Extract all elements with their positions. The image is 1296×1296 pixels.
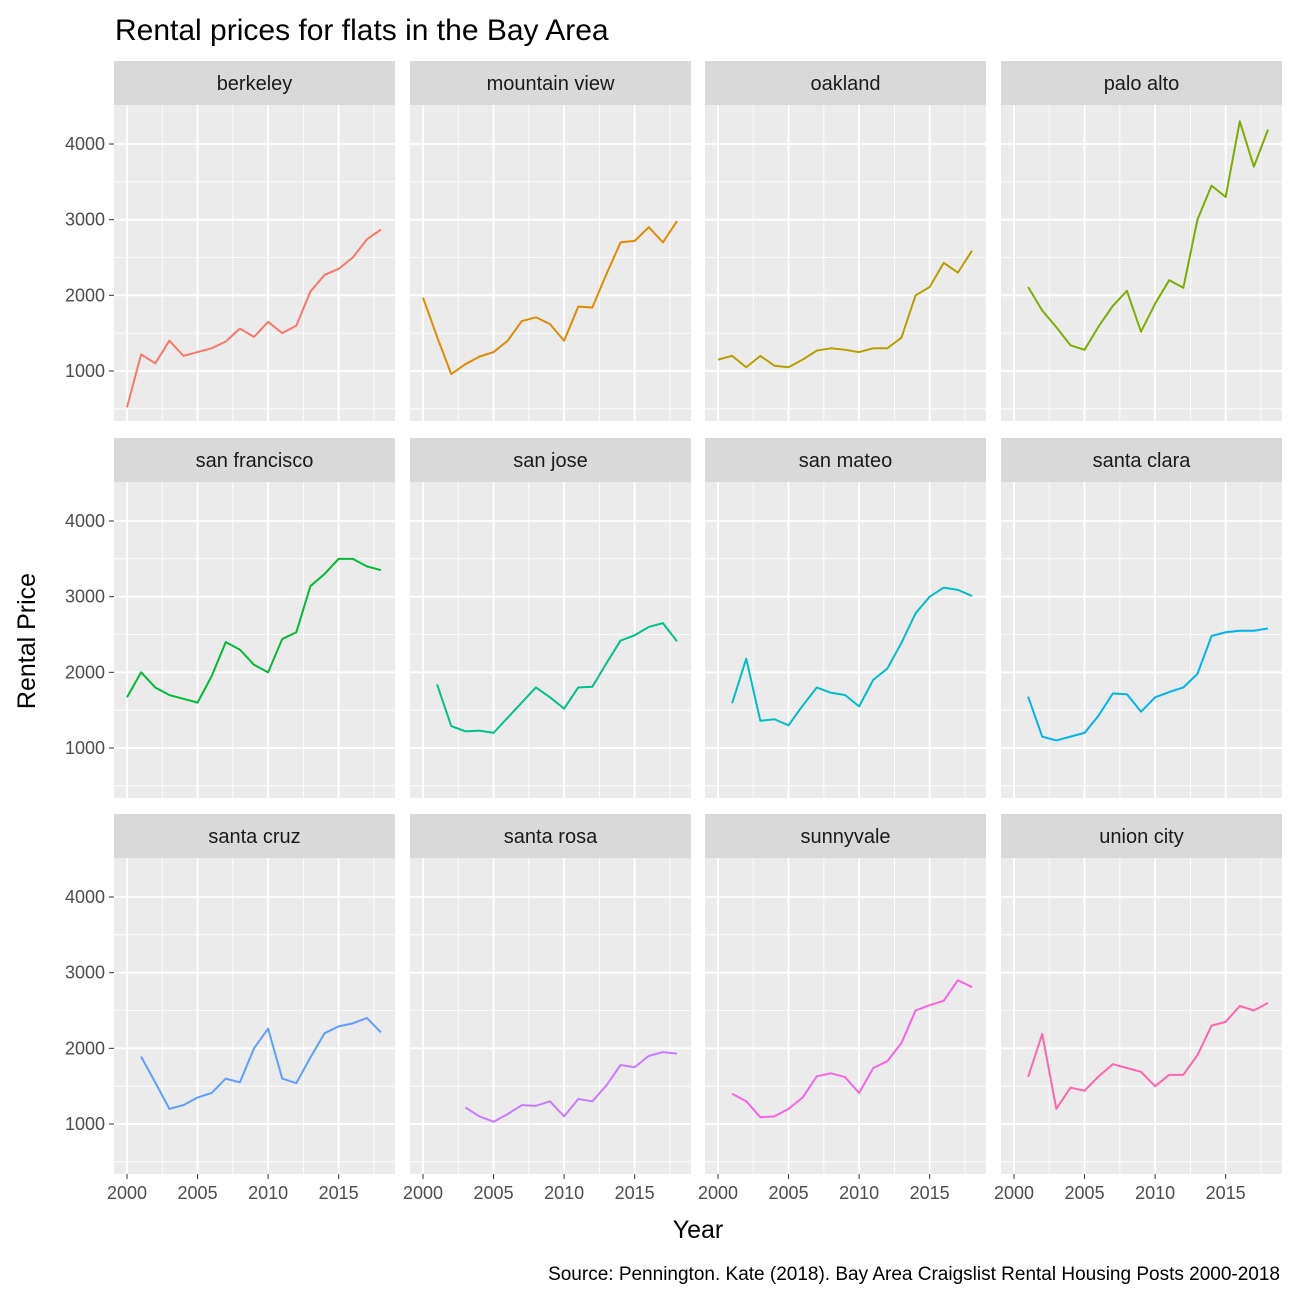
- x-tick-label: 2015: [1206, 1183, 1246, 1203]
- facet-santa-cruz: santa cruz 1000 2000 3000 4000 2000 2005 2010 20…: [65, 814, 395, 1203]
- strip-san-mateo: [705, 438, 986, 482]
- facet-oakland: oakland: [705, 61, 986, 421]
- strip-mountain-view: [410, 61, 691, 105]
- chart-title: Rental prices for flats in the Bay Area: [115, 14, 609, 47]
- y-tick-label: 4000: [65, 511, 105, 531]
- facet-berkeley: berkeley 1000 2000 3000 4000: [65, 61, 395, 421]
- panel-background: [114, 105, 395, 421]
- strip-label-san-francisco: san francisco: [196, 450, 314, 472]
- strip-santa-rosa: [410, 814, 691, 858]
- strip-label-berkeley: berkeley: [217, 73, 293, 95]
- x-tick-label: 2010: [839, 1183, 879, 1203]
- series-line-santa-clara: [1027, 627, 1269, 742]
- strip-san-jose: [410, 438, 691, 482]
- x-tick-label: 2000: [403, 1183, 443, 1203]
- y-tick-label: 3000: [65, 210, 105, 230]
- strip-label-santa-rosa: santa rosa: [504, 826, 598, 848]
- series-line-mountain-view: [422, 220, 678, 376]
- facet-palo-alto: palo alto: [1001, 61, 1282, 421]
- series-line-sunnyvale: [731, 979, 973, 1119]
- x-tick-label: 2005: [474, 1183, 514, 1203]
- y-tick-label: 3000: [65, 963, 105, 983]
- facet-santa-clara: santa clara: [1001, 438, 1282, 798]
- x-tick-label: 2015: [319, 1183, 359, 1203]
- facet-union-city: union city 2000 2005 2010 2015: [994, 814, 1282, 1203]
- x-tick-label: 2005: [178, 1183, 218, 1203]
- x-tick-label: 2010: [1135, 1183, 1175, 1203]
- facet-santa-rosa: santa rosa 2000 2005 2010 2015: [403, 814, 691, 1203]
- strip-berkeley: [114, 61, 395, 105]
- strip-oakland: [705, 61, 986, 105]
- y-tick-label: 1000: [65, 1114, 105, 1134]
- panel-background: [114, 858, 395, 1174]
- y-tick-label: 3000: [65, 587, 105, 607]
- series-line-santa-cruz: [140, 1017, 382, 1110]
- panel-background: [1001, 858, 1282, 1174]
- y-tick-label: 1000: [65, 738, 105, 758]
- facet-san-francisco: san francisco 1000 2000 3000 4000: [65, 438, 395, 798]
- series-line-san-jose: [436, 622, 678, 734]
- y-tick-label: 4000: [65, 134, 105, 154]
- caption: Source: Pennington. Kate (2018). Bay Are…: [548, 1264, 1280, 1285]
- strip-label-sunnyvale: sunnyvale: [800, 826, 890, 848]
- x-tick-label: 2010: [544, 1183, 584, 1203]
- series-line-palo-alto: [1027, 120, 1269, 351]
- strip-label-oakland: oakland: [810, 73, 880, 95]
- panel-background: [410, 482, 691, 798]
- strip-union-city: [1001, 814, 1282, 858]
- facet-panels: berkeley 1000 2000 3000 4000 mountain view oak…: [65, 61, 1282, 1203]
- panel-background: [1001, 482, 1282, 798]
- series-line-san-francisco: [126, 557, 382, 704]
- strip-label-palo-alto: palo alto: [1104, 73, 1180, 95]
- x-tick-label: 2015: [615, 1183, 655, 1203]
- x-tick-label: 2005: [769, 1183, 809, 1203]
- x-tick-label: 2000: [107, 1183, 147, 1203]
- strip-santa-clara: [1001, 438, 1282, 482]
- y-tick-label: 2000: [65, 662, 105, 682]
- strip-label-union-city: union city: [1099, 826, 1184, 848]
- y-tick-label: 1000: [65, 361, 105, 381]
- strip-label-san-mateo: san mateo: [799, 450, 892, 472]
- y-tick-label: 2000: [65, 1038, 105, 1058]
- y-axis-title: Rental Price: [13, 573, 41, 709]
- series-line-berkeley: [126, 228, 382, 408]
- y-tick-label: 4000: [65, 887, 105, 907]
- x-tick-label: 2000: [698, 1183, 738, 1203]
- panel-background: [705, 482, 986, 798]
- strip-santa-cruz: [114, 814, 395, 858]
- facet-mountain-view: mountain view: [410, 61, 691, 421]
- x-axis-title: Year: [673, 1216, 724, 1244]
- x-tick-label: 2005: [1065, 1183, 1105, 1203]
- x-tick-label: 2000: [994, 1183, 1034, 1203]
- strip-label-mountain-view: mountain view: [487, 73, 615, 95]
- facet-san-mateo: san mateo: [705, 438, 986, 798]
- strip-palo-alto: [1001, 61, 1282, 105]
- series-line-santa-rosa: [464, 1051, 678, 1123]
- series-line-union-city: [1027, 1002, 1269, 1110]
- panel-background: [705, 858, 986, 1174]
- strip-label-san-jose: san jose: [513, 450, 588, 472]
- strip-san-francisco: [114, 438, 395, 482]
- panel-background: [705, 105, 986, 421]
- facet-sunnyvale: sunnyvale 2000 2005 2010 2015: [698, 814, 986, 1203]
- x-tick-label: 2015: [910, 1183, 950, 1203]
- panel-background: [410, 858, 691, 1174]
- facet-san-jose: san jose: [410, 438, 691, 798]
- panel-background: [1001, 105, 1282, 421]
- x-tick-label: 2010: [248, 1183, 288, 1203]
- strip-sunnyvale: [705, 814, 986, 858]
- strip-label-santa-clara: santa clara: [1093, 450, 1192, 472]
- panel-background: [114, 482, 395, 798]
- series-line-san-mateo: [731, 586, 973, 727]
- series-line-oakland: [717, 250, 973, 369]
- y-tick-label: 2000: [65, 285, 105, 305]
- panel-background: [410, 105, 691, 421]
- strip-label-santa-cruz: santa cruz: [208, 826, 300, 848]
